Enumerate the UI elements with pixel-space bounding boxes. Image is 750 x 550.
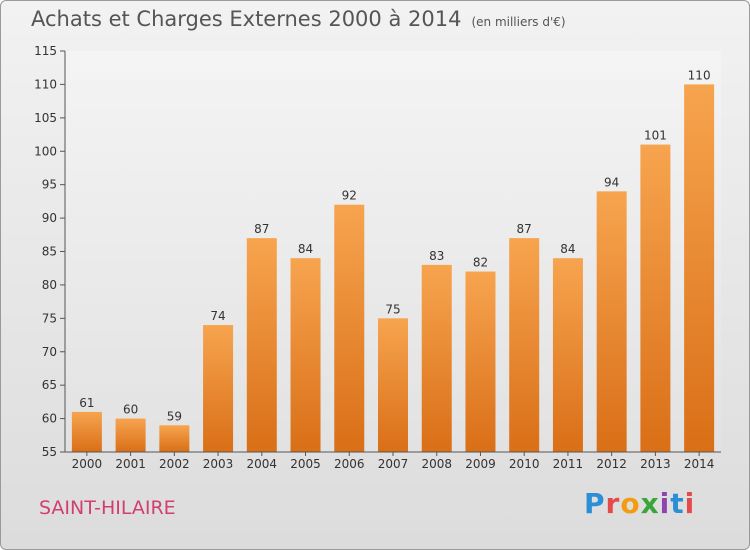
x-tick-label-2002: 2002 — [159, 457, 190, 471]
y-tick-label-55: 55 — [42, 445, 57, 459]
x-tick-label-2003: 2003 — [203, 457, 234, 471]
y-tick-label-100: 100 — [34, 144, 57, 158]
value-label-2002: 59 — [167, 409, 182, 423]
value-label-2009: 82 — [473, 256, 488, 270]
value-label-2000: 61 — [79, 396, 94, 410]
x-tick-label-2013: 2013 — [640, 457, 671, 471]
y-tick-label-85: 85 — [42, 245, 57, 259]
x-tick-label-2008: 2008 — [421, 457, 452, 471]
bar-2001 — [115, 418, 146, 452]
y-tick-label-110: 110 — [34, 77, 57, 91]
bar-2011 — [552, 258, 583, 452]
bar-2006 — [334, 204, 365, 452]
bar-2009 — [465, 271, 496, 452]
y-tick-label-90: 90 — [42, 211, 57, 225]
value-label-2014: 110 — [688, 68, 711, 82]
city-name: SAINT-HILAIRE — [39, 497, 176, 519]
chart-title-text: Achats et Charges Externes 2000 à 2014 — [31, 7, 462, 31]
x-tick-label-2000: 2000 — [72, 457, 103, 471]
value-label-2005: 84 — [298, 242, 313, 256]
value-label-2004: 87 — [254, 222, 269, 236]
y-tick-label-60: 60 — [42, 412, 57, 426]
bar-2014 — [684, 84, 715, 453]
x-tick-label-2001: 2001 — [115, 457, 146, 471]
y-tick-label-65: 65 — [42, 378, 57, 392]
bar-2010 — [509, 238, 540, 452]
value-label-2006: 92 — [342, 189, 357, 203]
bar-2002 — [159, 425, 190, 452]
value-label-2008: 83 — [429, 249, 444, 263]
value-label-2012: 94 — [604, 175, 619, 189]
value-label-2011: 84 — [560, 242, 575, 256]
y-tick-label-95: 95 — [42, 178, 57, 192]
x-tick-label-2010: 2010 — [509, 457, 540, 471]
x-tick-label-2004: 2004 — [247, 457, 278, 471]
x-tick-label-2009: 2009 — [465, 457, 496, 471]
proxiti-logo: Proxiti — [584, 487, 696, 520]
x-tick-label-2014: 2014 — [684, 457, 715, 471]
x-tick-label-2011: 2011 — [553, 457, 584, 471]
bar-2003 — [203, 325, 234, 452]
bar-2013 — [640, 144, 671, 453]
y-tick-label-75: 75 — [42, 311, 57, 325]
x-tick-label-2005: 2005 — [290, 457, 321, 471]
bar-2007 — [378, 318, 408, 452]
x-tick-label-2006: 2006 — [334, 457, 365, 471]
y-tick-label-105: 105 — [34, 111, 57, 125]
value-label-2010: 87 — [517, 222, 532, 236]
bar-2005 — [290, 258, 321, 452]
chart-unit: (en milliers d'€) — [471, 15, 566, 29]
y-tick-label-70: 70 — [42, 345, 57, 359]
y-tick-label-80: 80 — [42, 278, 57, 292]
value-label-2007: 75 — [385, 302, 400, 316]
value-label-2003: 74 — [210, 309, 225, 323]
bar-2004 — [246, 238, 277, 452]
bar-2012 — [596, 191, 627, 452]
x-tick-label-2007: 2007 — [378, 457, 409, 471]
x-tick-label-2012: 2012 — [596, 457, 627, 471]
bar-2000 — [71, 411, 102, 452]
value-label-2013: 101 — [644, 129, 667, 143]
chart-title: Achats et Charges Externes 2000 à 2014 (e… — [31, 7, 566, 31]
value-label-2001: 60 — [123, 403, 138, 417]
bar-2008 — [421, 264, 452, 452]
y-tick-label-115: 115 — [34, 44, 57, 58]
